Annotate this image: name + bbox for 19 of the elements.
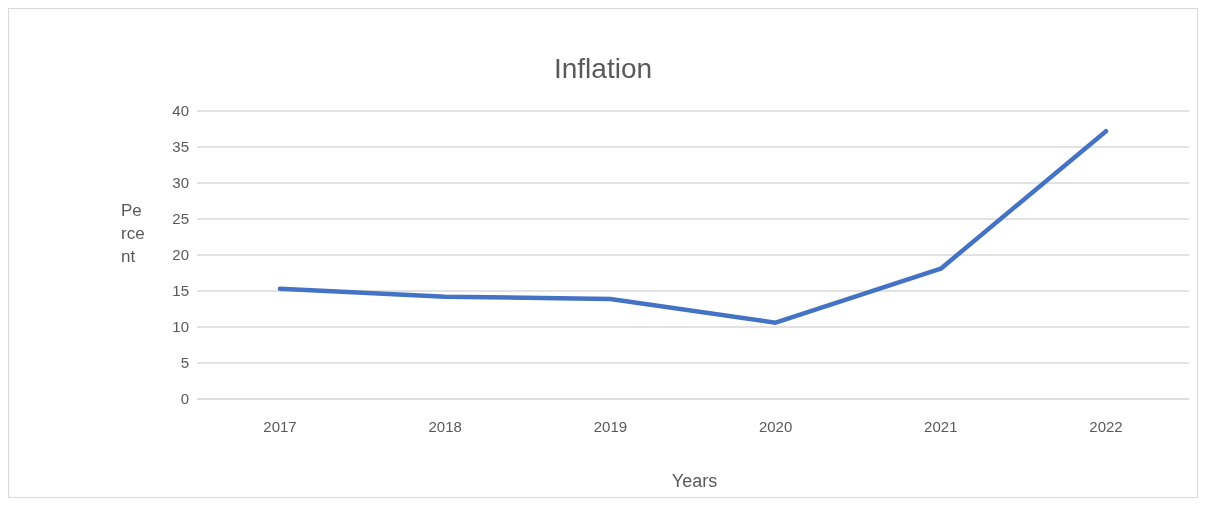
x-tick-label: 2018 [428,417,462,435]
y-tick-label: 0 [180,390,189,408]
y-tick-label: 25 [172,210,189,228]
y-tick-label: 40 [172,102,189,120]
x-tick-label: 2022 [1089,417,1123,435]
y-tick-label: 5 [180,354,189,372]
y-tick-label: 20 [172,246,189,264]
x-tick-label: 2021 [924,417,958,435]
y-tick-label: 10 [172,318,189,336]
x-tick-label: 2019 [593,417,628,435]
y-tick-label: 15 [172,282,189,300]
x-tick-label: 2017 [263,417,297,435]
chart-title: Inflation [552,53,654,85]
y-tick-label: 30 [172,174,189,192]
line-series [277,128,1109,325]
x-tick-label: 2020 [758,417,793,435]
x-axis-title: Years [670,471,719,492]
y-tick-label: 35 [172,138,189,156]
y-axis-title: Percent [121,200,145,268]
